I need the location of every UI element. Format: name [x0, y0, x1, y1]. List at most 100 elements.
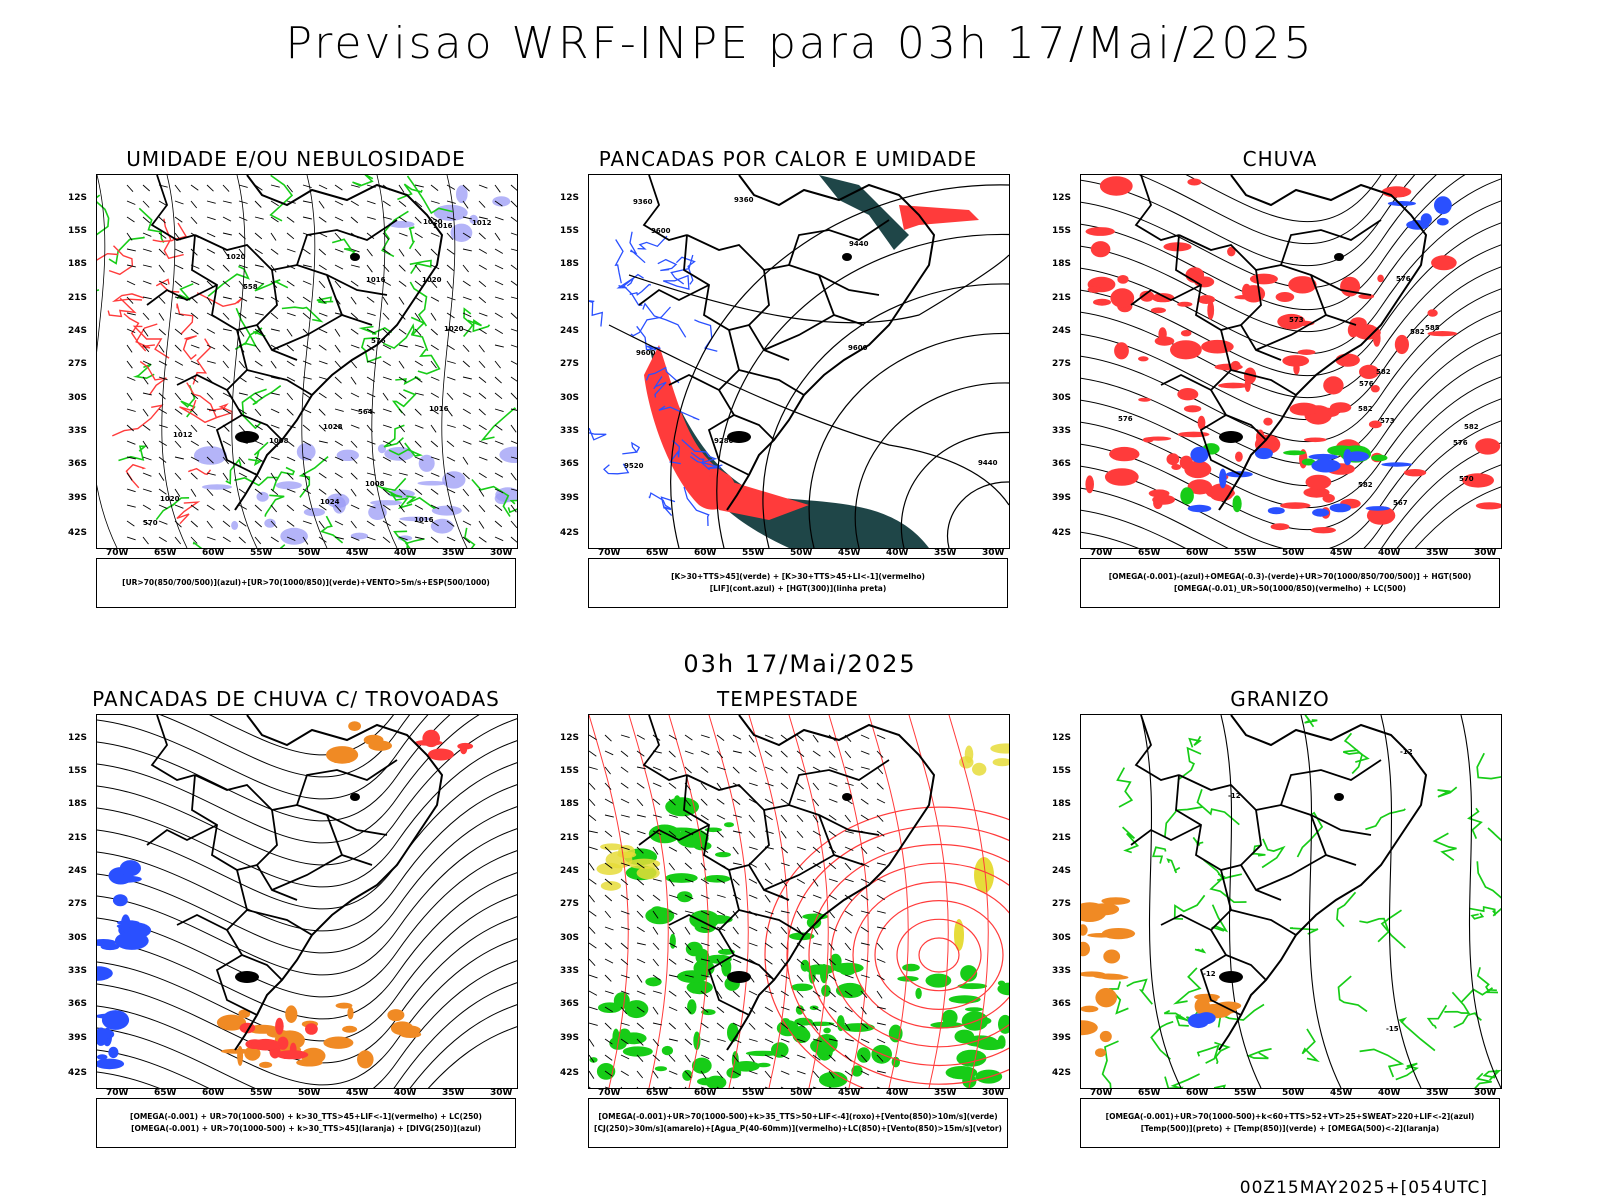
rain-area-red	[1158, 327, 1167, 341]
wind-vector	[270, 360, 277, 369]
wind-vector	[620, 1022, 630, 1026]
wind-vector	[844, 1054, 852, 1062]
wind-vector	[190, 344, 200, 349]
rain-area-red	[1109, 446, 1140, 462]
wind-vector	[796, 814, 804, 823]
border-line	[638, 284, 710, 306]
wind-vector	[796, 1038, 806, 1043]
wind-vector	[876, 910, 886, 914]
wind-vector	[174, 312, 184, 316]
lon-tick-label: 65W	[154, 1088, 177, 1098]
wind-vector	[334, 280, 342, 289]
wind-vector	[812, 830, 822, 836]
wind-area-green	[825, 1071, 847, 1087]
temperature-850-contour-green	[1122, 826, 1140, 854]
wind-vector	[764, 1070, 772, 1079]
wind-vector	[510, 392, 517, 400]
wind-vector	[462, 504, 470, 512]
lat-tick-label: 21S	[68, 293, 88, 303]
streamline-red	[788, 715, 829, 1088]
isobar	[231, 175, 258, 548]
wind-area-green	[851, 1065, 863, 1077]
wind-vector	[430, 456, 440, 461]
wind-vector	[636, 958, 646, 964]
contour-label: 1016	[414, 516, 434, 524]
wind-vector	[620, 942, 629, 950]
wind-vector	[748, 1070, 758, 1075]
border-line	[668, 373, 720, 391]
lon-tick-label: 55W	[1234, 1088, 1257, 1098]
wind-vector	[716, 766, 726, 771]
humidity-contour-green	[393, 530, 409, 548]
wind-vector	[158, 312, 165, 321]
wind-vector	[414, 216, 422, 224]
lon-tick-label: 40W	[886, 1088, 909, 1098]
wind-vector	[430, 440, 439, 448]
temperature-850-contour-green	[1398, 1017, 1436, 1052]
wind-vector	[589, 894, 595, 903]
rain-area-red	[1087, 286, 1102, 293]
lifted-index-contour-blue	[648, 492, 672, 510]
lon-tick-label: 65W	[646, 548, 669, 558]
wind-vector	[254, 488, 263, 495]
contour-label: 576	[1453, 439, 1468, 447]
wind-vector	[860, 990, 868, 999]
wind-vector	[812, 910, 822, 915]
wind-area-green	[649, 906, 666, 921]
contour-label: 567	[1393, 499, 1408, 507]
wind-vector	[620, 1054, 630, 1060]
border-line	[246, 369, 313, 396]
wind-vector	[732, 830, 742, 834]
wind-vector	[254, 296, 264, 300]
wind-vector	[732, 814, 742, 818]
streamline-red	[874, 900, 1004, 1011]
wind-vector	[398, 456, 407, 464]
wind-vector	[334, 408, 344, 412]
wind-vector	[478, 216, 488, 220]
humidity-contour-green	[207, 265, 250, 297]
wind-vector	[414, 424, 424, 429]
wind-vector	[812, 1070, 820, 1079]
wind-vector	[716, 878, 726, 884]
wind-vector	[366, 536, 376, 541]
wind-vector	[142, 440, 149, 449]
humidity-contour-green	[406, 175, 453, 215]
wind-area-green	[598, 1002, 622, 1013]
wind-vector	[828, 862, 837, 870]
wind-vector	[876, 878, 886, 883]
wind-vector	[430, 216, 439, 223]
wind-vector	[796, 782, 804, 790]
wind-vector	[398, 440, 405, 449]
wind-vector	[446, 264, 455, 272]
wind-vector	[748, 894, 758, 899]
border-line	[256, 269, 278, 326]
wind-vector	[142, 280, 152, 285]
wind-vector	[780, 798, 789, 805]
wind-vector	[350, 520, 357, 529]
wind-vector	[589, 878, 597, 885]
border-line	[256, 809, 278, 866]
wind-vector	[286, 328, 293, 337]
wind-vector	[860, 814, 869, 821]
geopotential-line	[608, 324, 1009, 506]
wind-vector	[668, 910, 678, 915]
lat-tick-label: 12S	[68, 193, 88, 203]
wind-vector	[126, 392, 133, 401]
rain-area-red	[1377, 274, 1384, 283]
temperature-500-contour	[1220, 715, 1262, 1088]
wind-vector	[828, 1022, 838, 1028]
humidity-contour-green	[254, 279, 289, 292]
lagoon	[1219, 971, 1243, 983]
thickness-contour-red	[139, 360, 167, 396]
wind-vector	[174, 536, 182, 545]
map-canvas	[97, 715, 517, 1088]
lon-tick-label: 65W	[154, 548, 177, 558]
storm-area-orange	[335, 1002, 353, 1009]
humidity-area-blue	[193, 446, 227, 465]
humidity-area-blue	[431, 505, 462, 516]
lifted-index-contour-blue	[660, 496, 676, 517]
wind-vector	[652, 814, 662, 818]
wind-vector	[589, 990, 598, 996]
temperature-850-contour-green	[1343, 749, 1370, 763]
wind-area-green	[806, 916, 822, 929]
